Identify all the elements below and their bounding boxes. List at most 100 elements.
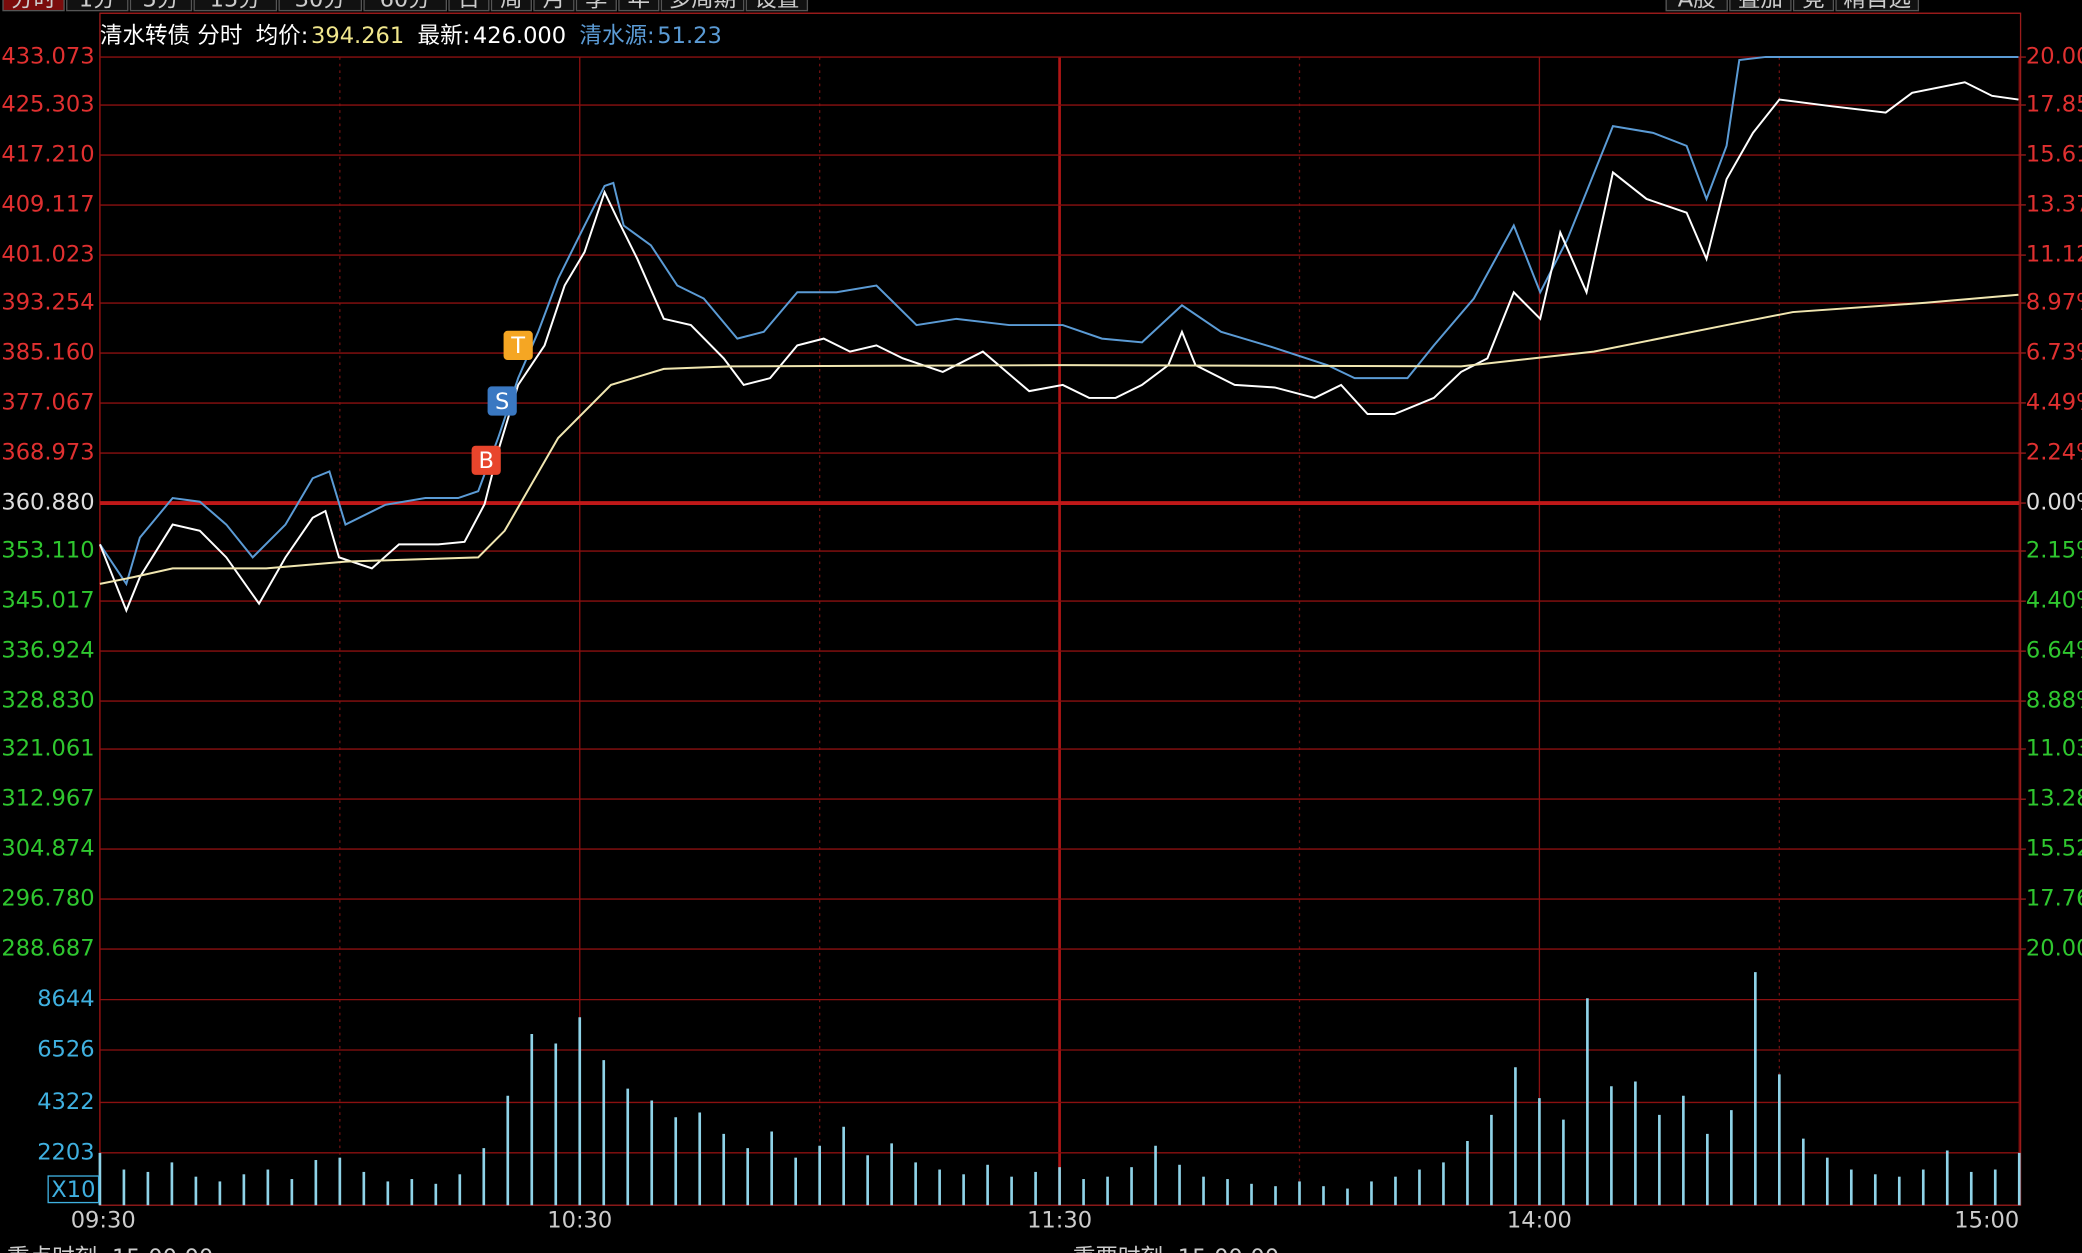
volume-tick-label: 8644	[37, 986, 94, 1012]
header: 清水转债 分时 均价: 394.261 最新: 426.000 清水源: 51.23	[100, 22, 722, 48]
toolbar-tab[interactable]	[193, 0, 278, 12]
y2-tick-label: 13.37%	[2026, 191, 2082, 217]
toolbar-tab-label: 年	[628, 0, 651, 13]
toolbar-tab[interactable]	[660, 0, 745, 12]
toolbar-button-label: 叠加	[1738, 0, 1783, 13]
toolbar-tab-label: 季	[585, 0, 608, 13]
toolbar-tab[interactable]	[533, 0, 575, 12]
toolbar-tab-label: 多周期	[669, 0, 737, 13]
toolbar-button[interactable]	[1835, 0, 1920, 12]
toolbar-tab-label: 分时	[11, 0, 56, 13]
y2-tick-label: 15.52%	[2026, 836, 2082, 862]
y-tick-label: 345.017	[1, 588, 94, 614]
y2-tick-label: 17.85%	[2026, 92, 2082, 118]
toolbar-tab-label: 设置	[754, 0, 799, 13]
y-tick-label: 393.254	[1, 290, 94, 316]
x-tick-label: 14:00	[1507, 1208, 1572, 1234]
toolbar-tab[interactable]	[618, 0, 660, 12]
header-label: 均价:	[256, 22, 309, 48]
x-tick-label: 10:30	[547, 1208, 612, 1234]
header-label: 最新:	[418, 22, 471, 48]
toolbar-tab-label: 日	[458, 0, 481, 13]
toolbar-button[interactable]	[1729, 0, 1792, 12]
y2-tick-label: 6.73%	[2026, 339, 2082, 365]
y2-tick-label: 6.64%	[2026, 638, 2082, 664]
y2-tick-label: 2.15%	[2026, 538, 2082, 564]
y2-tick-label: 13.28%	[2026, 786, 2082, 812]
toolbar-tab[interactable]	[66, 0, 129, 12]
y-tick-label: 296.780	[1, 886, 94, 912]
toolbar-tab-label: 月	[543, 0, 566, 13]
y-tick-label: 433.073	[1, 44, 94, 70]
y2-tick-label: 8.88%	[2026, 688, 2082, 714]
y-tick-label: 312.967	[1, 786, 94, 812]
toolbar-button-label: 精自选	[1843, 0, 1911, 13]
signal-badge	[487, 386, 517, 416]
x-tick-label: 15:00	[1954, 1208, 2019, 1234]
y-tick-label: 377.067	[1, 390, 94, 416]
unit-label: X10	[51, 1177, 95, 1203]
y2-tick-label: 20.00%	[2026, 936, 2082, 962]
y2-tick-label: 4.40%	[2026, 588, 2082, 614]
y-tick-label: 336.924	[1, 638, 94, 664]
toolbar-button[interactable]	[1665, 0, 1728, 12]
y-tick-label: 368.973	[1, 440, 94, 466]
volume-tick-label: 6526	[37, 1036, 94, 1062]
y-tick-label: 353.110	[1, 538, 94, 564]
signal-badge	[503, 330, 533, 361]
x-tick-label: 09:30	[71, 1208, 136, 1234]
y2-tick-label: 11.12%	[2026, 242, 2082, 268]
y2-tick-label: 8.97%	[2026, 290, 2082, 316]
y-tick-label: 288.687	[1, 936, 94, 962]
price-line	[99, 55, 2019, 587]
y-tick-label: 385.160	[1, 340, 94, 366]
toolbar-tab-label: 5分	[143, 0, 180, 13]
header-value: 426.000	[473, 22, 566, 48]
y-tick-label: 425.303	[1, 92, 94, 118]
price-line	[98, 81, 2019, 614]
header-value: 51.23	[657, 22, 722, 48]
toolbar-tab-label: 30分	[295, 0, 346, 13]
toolbar-button[interactable]	[1792, 0, 1835, 12]
y-tick-label: 401.023	[1, 242, 94, 268]
y-tick-label: 417.210	[1, 142, 94, 168]
toolbar-tab[interactable]	[745, 0, 809, 12]
volume-tick-label: 4322	[37, 1089, 94, 1115]
toolbar-tab[interactable]	[448, 0, 490, 12]
y2-tick-label: 20.00%	[2026, 44, 2082, 70]
x-tick-label: 11:30	[1027, 1208, 1092, 1234]
price-line	[99, 293, 2019, 585]
y2-tick-label: 11.03%	[2026, 736, 2082, 762]
toolbar-tab-label: 60分	[380, 0, 431, 13]
footer-label: 重要时刻: 15:00:00	[1073, 1245, 1279, 1253]
y-tick-label: 321.061	[1, 736, 94, 762]
header-value: 394.261	[311, 22, 404, 48]
toolbar-tab[interactable]	[2, 0, 65, 12]
signal-badge	[471, 445, 501, 475]
signal-label: B	[478, 448, 493, 474]
y-tick-label: 304.874	[1, 836, 94, 862]
toolbar-tab[interactable]	[363, 0, 448, 12]
toolbar-tab[interactable]	[490, 0, 532, 12]
toolbar-tab-label: 1分	[79, 0, 116, 13]
toolbar-tab[interactable]	[575, 0, 617, 12]
header-label: 清水源:	[579, 22, 654, 48]
y2-tick-label: 4.49%	[2026, 389, 2082, 415]
y2-tick-label: 0.00%	[2026, 490, 2082, 516]
toolbar-tab[interactable]	[129, 0, 193, 12]
header-name: 清水转债 分时	[100, 22, 242, 48]
signal-label: T	[510, 333, 525, 359]
toolbar-button-label: 竞	[1802, 0, 1825, 13]
toolbar-tab[interactable]	[278, 0, 363, 12]
unit-box	[47, 1175, 100, 1204]
toolbar-button-label: A股	[1678, 0, 1716, 13]
volume-tick-label: 2203	[37, 1139, 94, 1165]
toolbar-tab-label: 15分	[210, 0, 261, 13]
y-tick-label: 360.880	[1, 490, 94, 516]
y2-tick-label: 17.76%	[2026, 886, 2082, 912]
y-tick-label: 328.830	[1, 688, 94, 714]
footer-label: 重点时刻: 15:00:00	[7, 1245, 213, 1253]
